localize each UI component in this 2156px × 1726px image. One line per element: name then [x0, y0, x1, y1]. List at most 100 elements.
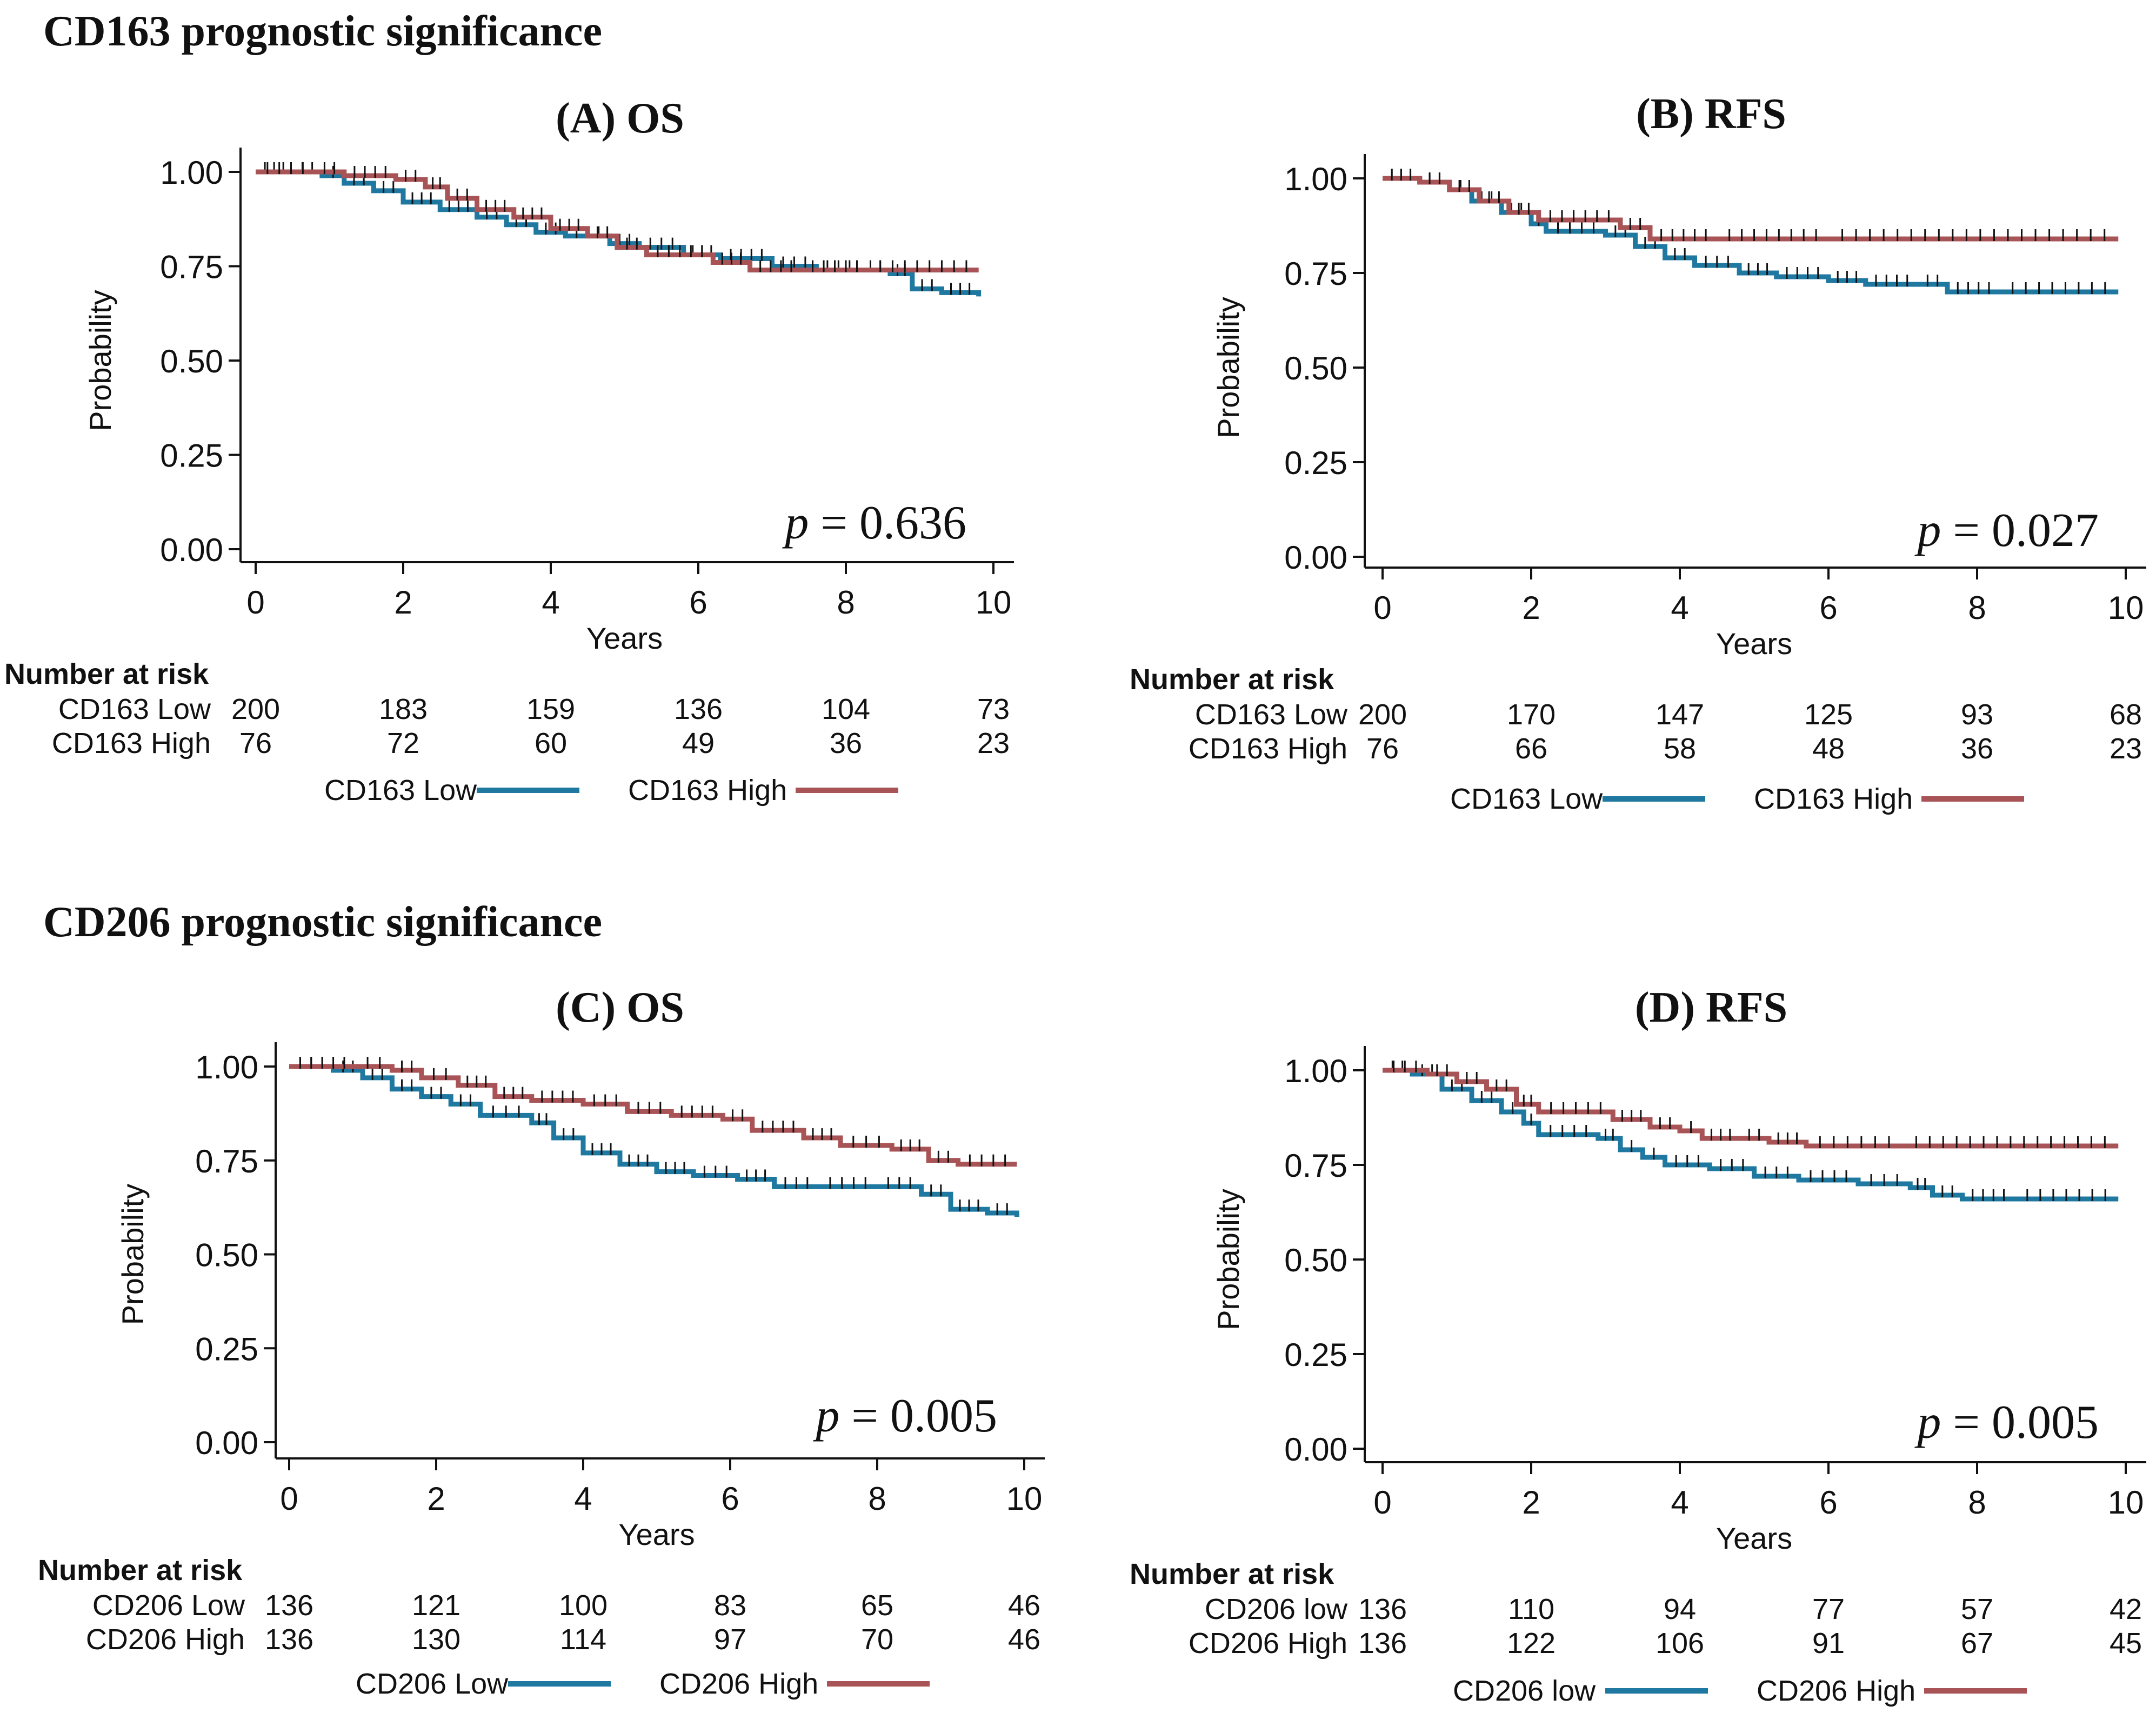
y-tick-label: 0.00	[195, 1425, 258, 1461]
p-symbol: p	[782, 497, 809, 549]
risk-count: 72	[387, 727, 419, 759]
risk-count: 93	[1961, 698, 1993, 731]
km-panel: (C) OS0.000.250.500.751.000 2 4 6 8 10YearsPr…	[38, 984, 1045, 1700]
x-tick-label: 0	[280, 1481, 298, 1517]
x-tick-label: 2	[1522, 1484, 1540, 1521]
risk-header: Number at risk	[1130, 663, 1334, 696]
x-tick-label: 4	[1671, 1484, 1688, 1521]
x-tick-label: 10	[2108, 1484, 2144, 1521]
risk-header: Number at risk	[1130, 1558, 1334, 1590]
risk-header: Number at risk	[4, 658, 209, 690]
p-value: p = 0.005	[812, 1390, 997, 1442]
section-title-cd163: CD163 prognostic significance	[43, 8, 602, 55]
risk-row-label: CD163 Low	[58, 693, 211, 725]
legend-label: CD206 High	[659, 1668, 818, 1700]
high-curve	[256, 169, 979, 272]
x-tick-label: 8	[837, 584, 855, 621]
legend-label: CD206 Low	[356, 1668, 509, 1700]
panel-title: (C) OS	[556, 984, 684, 1031]
p-symbol: p	[812, 1390, 839, 1442]
y-tick-label: 0.25	[1284, 1337, 1347, 1373]
risk-count: 130	[412, 1623, 460, 1656]
legend-label: CD163 High	[628, 774, 787, 807]
low-curve	[289, 1064, 1019, 1217]
y-tick-label: 0.50	[1284, 1242, 1347, 1278]
y-axis-label: Probability	[1211, 297, 1245, 438]
x-tick-label: 2	[394, 584, 412, 621]
y-tick-label: 0.50	[1284, 350, 1347, 386]
x-tick-label: 6	[1819, 590, 1837, 626]
risk-count: 46	[1008, 1589, 1040, 1622]
y-axis-label: Probability	[116, 1184, 150, 1325]
risk-count: 200	[1358, 698, 1407, 731]
y-axis-label: Probability	[83, 290, 117, 431]
risk-count: 159	[526, 693, 575, 725]
risk-row-label: CD163 High	[52, 727, 211, 759]
risk-count: 58	[1664, 732, 1696, 765]
y-tick-label: 0.25	[160, 438, 223, 474]
risk-count: 36	[830, 727, 862, 759]
legend-label: CD163 High	[1754, 783, 1913, 815]
risk-count: 100	[559, 1589, 608, 1622]
panel-title: (D) RFS	[1635, 984, 1787, 1031]
risk-count: 183	[379, 693, 428, 725]
p-value-text: = 0.636	[809, 497, 966, 549]
y-tick-label: 0.00	[160, 532, 223, 568]
x-tick-label: 8	[1968, 1484, 1986, 1521]
x-tick-label: 6	[1819, 1484, 1837, 1521]
x-tick-label: 8	[868, 1481, 886, 1517]
risk-count: 170	[1507, 698, 1556, 731]
risk-count: 42	[2110, 1593, 2142, 1625]
risk-count: 147	[1656, 698, 1704, 731]
risk-count: 45	[2110, 1627, 2142, 1660]
risk-count: 97	[714, 1623, 746, 1656]
risk-row-label: CD206 High	[86, 1623, 245, 1656]
p-value: p = 0.027	[1914, 504, 2099, 557]
p-value: p = 0.636	[782, 497, 966, 549]
risk-count: 46	[1008, 1623, 1040, 1656]
x-tick-label: 4	[574, 1481, 592, 1517]
p-value-text: = 0.005	[839, 1390, 997, 1442]
x-axis-label: Years	[1716, 1521, 1792, 1555]
y-tick-label: 0.75	[195, 1143, 258, 1179]
high-curve	[289, 1064, 1017, 1167]
panel-title: (B) RFS	[1636, 90, 1786, 138]
x-tick-label: 4	[1671, 590, 1688, 626]
risk-count: 77	[1812, 1593, 1845, 1625]
p-value-text: = 0.005	[1941, 1396, 2099, 1449]
risk-count: 121	[412, 1589, 460, 1622]
x-tick-label: 10	[2108, 590, 2144, 626]
risk-count: 76	[1366, 732, 1399, 765]
x-axis-label: Years	[586, 621, 663, 655]
x-tick-label: 0	[1373, 1484, 1391, 1521]
high-curve	[1383, 1068, 2119, 1149]
x-tick-label: 6	[721, 1481, 739, 1517]
risk-count: 104	[822, 693, 870, 725]
x-tick-label: 4	[542, 584, 559, 621]
risk-count: 136	[265, 1623, 313, 1656]
risk-count: 122	[1507, 1627, 1556, 1660]
panels: (A) OS0.000.250.500.751.000 2 4 6 8 10YearsPr…	[4, 90, 2146, 1707]
y-tick-label: 1.00	[195, 1049, 258, 1085]
risk-row-label: CD206 low	[1205, 1593, 1348, 1625]
risk-row-label: CD206 Low	[92, 1589, 245, 1622]
risk-count: 200	[231, 693, 280, 725]
legend-label: CD206 low	[1453, 1675, 1596, 1707]
y-tick-label: 1.00	[1284, 1053, 1347, 1089]
y-tick-label: 1.00	[160, 155, 223, 191]
risk-count: 70	[861, 1623, 893, 1656]
risk-count: 83	[714, 1589, 746, 1622]
risk-count: 76	[239, 727, 272, 759]
y-tick-label: 0.50	[195, 1237, 258, 1274]
km-panel: (A) OS 0.00 0.25 0.50 0.75 1.00 0 2 4 6 8 10 Years Pr…	[4, 95, 1014, 807]
risk-count: 110	[1508, 1593, 1554, 1625]
risk-count: 49	[682, 727, 715, 759]
risk-count: 125	[1804, 698, 1853, 731]
risk-count: 67	[1961, 1627, 1993, 1660]
risk-count: 60	[535, 727, 567, 759]
y-tick-label: 0.75	[1284, 1148, 1347, 1184]
x-tick-label: 2	[427, 1481, 445, 1517]
x-tick-label: 8	[1968, 590, 1986, 626]
risk-count: 73	[977, 693, 1010, 725]
